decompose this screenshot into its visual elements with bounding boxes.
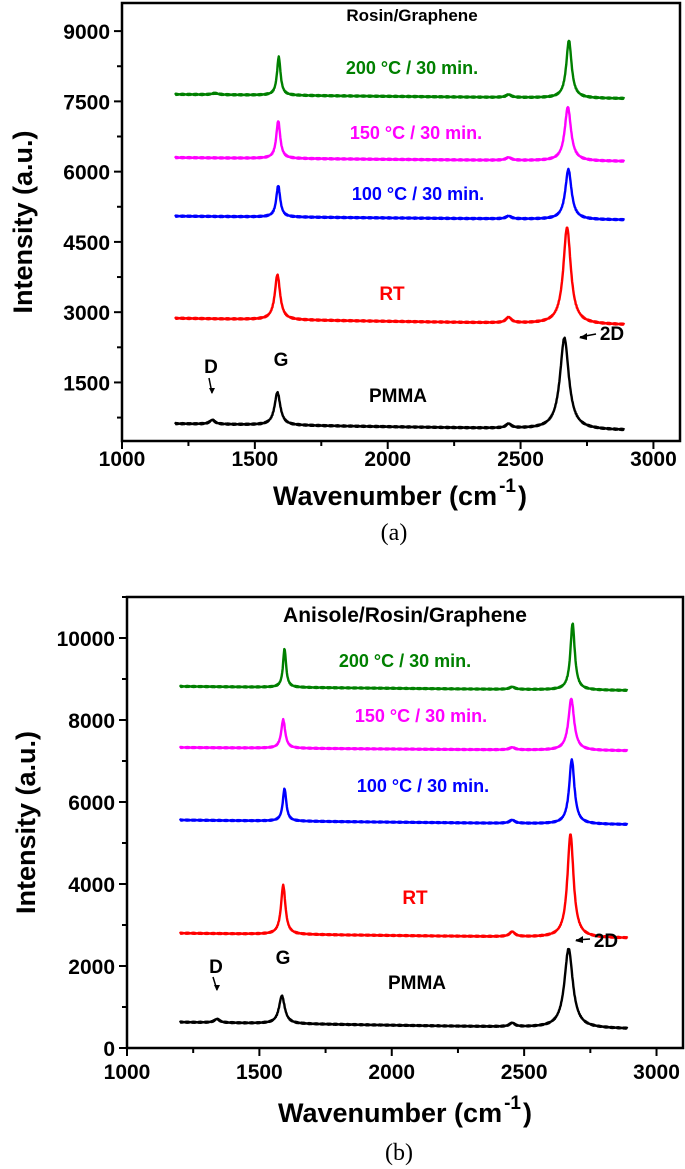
- series-line-4: [174, 39, 626, 101]
- series-line-3: [174, 106, 626, 163]
- x-tick-label: 2500: [501, 1061, 548, 1084]
- chart-panel-b: PMMA RT 100 °C / 30 min. 150 °C / 30 min. 20…: [11, 595, 685, 1166]
- x-axis-label-sup: -1: [499, 476, 516, 497]
- peak-label-g: G: [276, 948, 291, 969]
- y-axis-label: Intensity (a.u.): [11, 731, 41, 914]
- series-label: 200 °C / 30 min.: [346, 58, 478, 78]
- x-tick-label: 1500: [236, 1061, 283, 1084]
- peak-label-2d: 2D: [594, 931, 618, 952]
- plot-frame: [125, 595, 685, 1050]
- series-label: 150 °C / 30 min.: [355, 706, 487, 726]
- series-line-0: [178, 947, 629, 1030]
- x-axis-label-close: ): [523, 1098, 532, 1128]
- chart-title: Anisole/Rosin/Graphene: [283, 604, 527, 627]
- series-label: RT: [402, 888, 428, 909]
- series-label: PMMA: [369, 386, 427, 407]
- x-axis-label-close: ): [518, 481, 527, 511]
- y-tick-label: 4000: [68, 874, 115, 897]
- peak-label-d: D: [209, 957, 223, 978]
- series-line-0: [174, 336, 626, 432]
- y-tick-label: 0: [103, 1038, 115, 1061]
- series-label: 100 °C / 30 min.: [352, 184, 484, 204]
- x-tick-label: 3000: [633, 1061, 680, 1084]
- y-tick-label: 7500: [63, 91, 110, 114]
- y-tick-label: 6000: [68, 792, 115, 815]
- d-arrowhead-icon: [214, 985, 220, 991]
- y-tick-label: 1500: [63, 372, 110, 395]
- series-label: RT: [379, 284, 405, 305]
- series-label: 200 °C / 30 min.: [339, 651, 471, 671]
- peak-label-g: G: [274, 350, 289, 371]
- chart-panel-a: PMMA RT 100 °C / 30 min. 150 °C / 30 min. 20…: [8, 1, 682, 546]
- series-label: 150 °C / 30 min.: [350, 123, 482, 143]
- x-axis-label-main: Wavenumber (cm: [273, 481, 497, 511]
- y-tick-label: 9000: [63, 21, 110, 44]
- x-tick-label: 2000: [364, 448, 411, 471]
- series-line-2: [178, 758, 629, 826]
- series-label: PMMA: [388, 973, 446, 994]
- x-tick-label: 2500: [497, 448, 544, 471]
- x-axis-label-sup: -1: [504, 1093, 521, 1114]
- y-axis-label: Intensity (a.u.): [8, 130, 38, 313]
- x-tick-label: 1500: [231, 448, 278, 471]
- 2d-arrowhead-icon: [575, 936, 583, 943]
- panel-caption: (b): [385, 1140, 413, 1166]
- series-line-3: [178, 697, 629, 753]
- peak-label-2d: 2D: [600, 324, 624, 345]
- y-tick-label: 4500: [63, 232, 110, 255]
- series-line-2: [174, 167, 626, 222]
- y-tick-label: 2000: [68, 956, 115, 979]
- y-tick-label: 10000: [57, 628, 115, 651]
- x-tick-label: 3000: [630, 448, 677, 471]
- y-tick-label: 8000: [68, 710, 115, 733]
- 2d-arrowhead-icon: [579, 333, 587, 340]
- chart-title: Rosin/Graphene: [346, 6, 477, 25]
- series-line-4: [178, 622, 629, 692]
- plot-frame: [120, 1, 682, 443]
- x-tick-label: 1000: [99, 448, 146, 471]
- x-tick-label: 1000: [104, 1061, 151, 1084]
- peak-label-d: D: [204, 357, 218, 378]
- x-tick-label: 2000: [368, 1061, 415, 1084]
- d-arrowhead-icon: [209, 388, 215, 394]
- series-line-1: [174, 226, 626, 326]
- y-tick-label: 3000: [63, 302, 110, 325]
- y-tick-label: 6000: [63, 162, 110, 185]
- series-label: 100 °C / 30 min.: [357, 776, 489, 796]
- x-axis-label-main: Wavenumber (cm: [278, 1098, 502, 1128]
- panel-caption: (a): [381, 520, 408, 546]
- series-line-1: [178, 833, 629, 940]
